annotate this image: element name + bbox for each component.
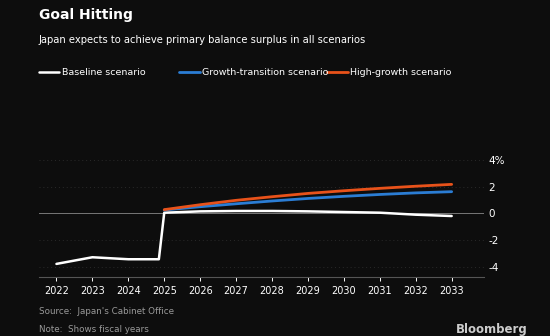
Text: Bloomberg: Bloomberg [456, 323, 528, 336]
Text: Growth-transition scenario: Growth-transition scenario [202, 68, 328, 77]
Text: Goal Hitting: Goal Hitting [39, 8, 133, 23]
Text: Japan expects to achieve primary balance surplus in all scenarios: Japan expects to achieve primary balance… [39, 35, 366, 45]
Text: Note:  Shows fiscal years: Note: Shows fiscal years [39, 325, 148, 334]
Text: Baseline scenario: Baseline scenario [62, 68, 145, 77]
Text: High-growth scenario: High-growth scenario [350, 68, 452, 77]
Text: Source:  Japan's Cabinet Office: Source: Japan's Cabinet Office [39, 307, 173, 317]
